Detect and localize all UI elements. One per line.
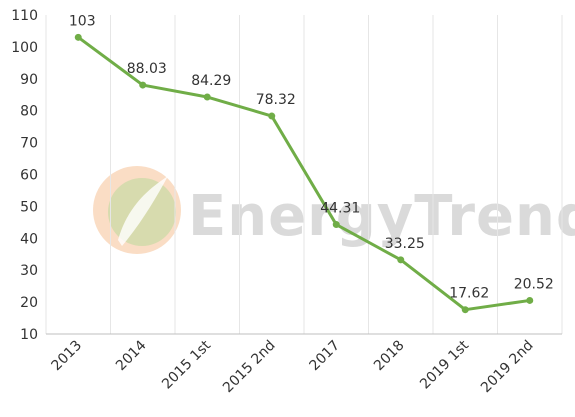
- data-label: 103: [69, 13, 96, 29]
- x-axis-ticks: 2013 2014 2015 1st 2015 2nd 2017 2018 2019 1st…: [49, 337, 537, 396]
- x-tick-label: 2013: [49, 338, 86, 375]
- y-tick-label: 80: [20, 104, 38, 120]
- data-label: 20.52: [514, 276, 554, 292]
- y-tick-label: 90: [20, 72, 38, 88]
- data-point: [139, 81, 147, 89]
- y-tick-label: 50: [20, 199, 38, 215]
- y-tick-label: 30: [20, 263, 38, 279]
- data-point: [397, 256, 405, 264]
- data-point: [74, 33, 82, 41]
- y-tick-label: 40: [20, 231, 38, 247]
- y-tick-label: 20: [20, 295, 38, 311]
- data-point: [526, 296, 534, 304]
- data-label: 17.62: [449, 286, 489, 302]
- y-tick-label: 10: [20, 327, 38, 343]
- data-label: 84.29: [191, 73, 231, 89]
- watermark-text: EnergyTrend: [188, 184, 575, 249]
- data-point: [268, 112, 276, 120]
- data-point: [203, 93, 211, 101]
- data-label: 33.25: [385, 236, 425, 252]
- x-tick-label: 2019 2nd: [478, 338, 537, 397]
- x-tick-label: 2018: [371, 338, 408, 375]
- data-label: 44.31: [320, 201, 360, 217]
- series: [74, 33, 534, 314]
- data-label: 78.32: [256, 92, 296, 108]
- data-label: 88.03: [127, 61, 167, 77]
- series-line: [76, 35, 532, 312]
- y-tick-label: 100: [11, 40, 38, 56]
- y-tick-label: 110: [11, 8, 38, 24]
- y-tick-label: 60: [20, 168, 38, 184]
- x-tick-label: 2019 1st: [417, 337, 472, 392]
- data-labels: 103 88.03 84.29 78.32 44.31 33.25 17.62 20.52: [69, 13, 554, 301]
- gridlines: [45, 15, 563, 334]
- y-axis-ticks: 10 20 30 40 50 60 70 80 90 100 110: [11, 8, 38, 343]
- x-tick-label: 2015 2nd: [220, 338, 279, 397]
- x-tick-label: 2015 1st: [159, 337, 214, 392]
- x-tick-label: 2014: [113, 337, 150, 374]
- watermark-swoosh-icon: [118, 176, 168, 246]
- x-tick-label: 2017: [307, 338, 344, 375]
- y-tick-label: 70: [20, 136, 38, 152]
- data-point: [461, 306, 469, 314]
- data-point: [332, 221, 340, 229]
- watermark-logo: EnergyTrend: [93, 166, 575, 254]
